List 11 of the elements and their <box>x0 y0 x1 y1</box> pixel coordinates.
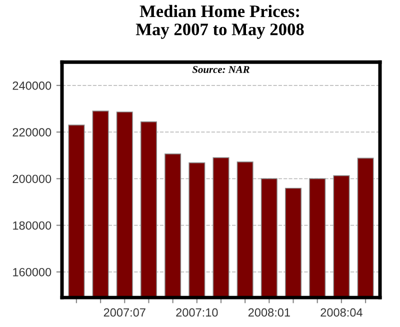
y-tick-label: 240000 <box>12 81 52 90</box>
x-tick-label: 2008:04 <box>320 308 362 317</box>
y-tick-label: 220000 <box>12 128 52 136</box>
y-tick-label: 160000 <box>13 268 52 276</box>
y-tick-label: 200000 <box>12 174 52 184</box>
annotation: Source: NAR <box>192 66 250 74</box>
x-tick-label: 2008:01 <box>248 308 290 317</box>
x-tick-label: 2007:10 <box>176 308 218 317</box>
y-tick-label: 180000 <box>13 221 52 230</box>
x-tick-label: 2007:07 <box>104 308 146 317</box>
chart-title: Median Home Prices: May 2007 to May 2008 <box>136 4 304 39</box>
